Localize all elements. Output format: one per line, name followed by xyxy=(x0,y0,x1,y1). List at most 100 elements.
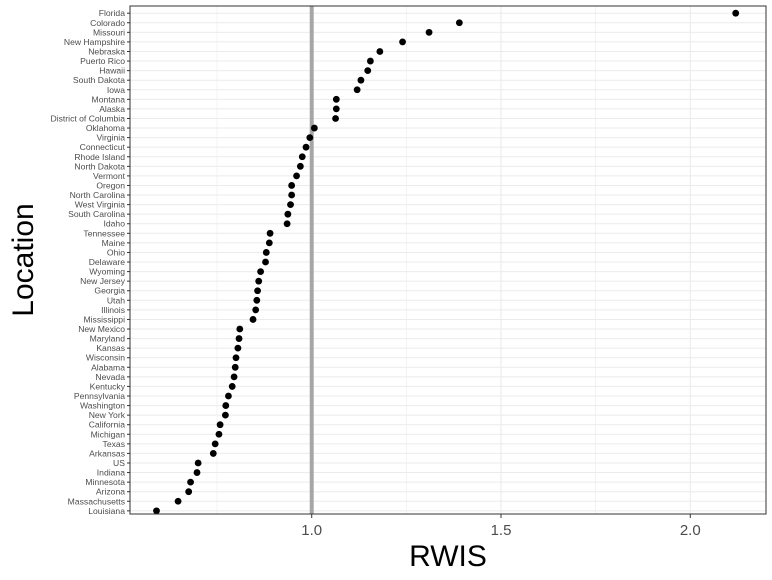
data-point xyxy=(265,239,273,247)
y-tick-label: Wisconsin xyxy=(86,353,125,363)
y-tick-label: Indiana xyxy=(97,468,125,478)
y-tick-label: Ohio xyxy=(107,247,125,257)
data-point xyxy=(293,172,300,180)
data-point xyxy=(255,277,263,285)
panel-border xyxy=(129,5,767,515)
x-tick-label: 1.0 xyxy=(301,522,322,539)
data-point xyxy=(194,459,202,467)
y-tick-label: Louisiana xyxy=(88,506,125,516)
data-point xyxy=(332,115,339,122)
data-point xyxy=(366,57,374,65)
data-point xyxy=(187,478,194,486)
y-tick-label: Delaware xyxy=(89,257,126,267)
x-tick-labels: 1.0 1.5 2.0 xyxy=(301,514,701,539)
y-tick-label: Tennessee xyxy=(83,228,125,238)
data-point xyxy=(266,229,274,237)
y-tick-label: Maryland xyxy=(90,334,126,344)
y-tick-label: Virginia xyxy=(96,133,125,143)
y-tick-label: Nevada xyxy=(95,372,125,382)
y-tick-label: Kentucky xyxy=(90,381,126,391)
data-point xyxy=(253,296,261,304)
data-point xyxy=(252,306,260,314)
data-point xyxy=(254,287,261,295)
data-point xyxy=(257,268,265,275)
y-tick-label: Georgia xyxy=(94,286,125,296)
data-point xyxy=(153,507,160,515)
y-tick-label: New Mexico xyxy=(78,324,125,334)
y-tick-label: Arizona xyxy=(96,487,125,497)
data-point xyxy=(284,210,292,218)
data-point xyxy=(222,402,230,409)
y-tick-label: Pennsylvania xyxy=(74,391,125,401)
y-axis-title: Location xyxy=(7,203,40,316)
data-point xyxy=(302,143,310,151)
y-tick-label: California xyxy=(89,420,126,430)
y-tick-label: Colorado xyxy=(90,18,125,28)
y-tick-label: Rhode Island xyxy=(74,152,125,162)
data-point xyxy=(216,421,224,429)
data-point xyxy=(231,363,239,371)
y-tick-label: Illinois xyxy=(101,305,125,315)
y-tick-label: Iowa xyxy=(107,85,125,95)
y-tick-label: Texas xyxy=(103,439,125,449)
x-axis-title: RWIS xyxy=(409,540,487,573)
data-point xyxy=(425,28,433,36)
data-point xyxy=(249,316,257,323)
data-point xyxy=(283,220,291,228)
data-point xyxy=(211,440,219,448)
grid-lines xyxy=(130,6,766,514)
y-tick-label: Minnesota xyxy=(85,477,125,487)
data-point xyxy=(222,411,229,419)
y-tick-label: Connecticut xyxy=(80,142,126,152)
data-point xyxy=(298,153,306,161)
y-tick-label: District of Columbia xyxy=(51,113,126,123)
y-tick-label: Missouri xyxy=(93,27,125,37)
y-tick-label: Arkansas xyxy=(89,448,125,458)
data-point xyxy=(732,9,740,17)
data-point xyxy=(332,105,340,113)
y-tick-label: Maine xyxy=(102,238,126,248)
y-tick-label: Kansas xyxy=(96,343,125,353)
y-tick-label: Oregon xyxy=(96,180,125,190)
data-point xyxy=(225,392,232,400)
data-point xyxy=(288,191,296,199)
data-point xyxy=(235,335,243,342)
data-point xyxy=(209,450,217,457)
y-tick-label: Vermont xyxy=(93,171,126,181)
y-tick-label: US xyxy=(113,458,125,468)
y-tick-label: Nebraska xyxy=(88,46,125,56)
x-tick-label: 2.0 xyxy=(680,522,701,539)
data-point xyxy=(287,201,294,209)
data-point xyxy=(262,249,270,256)
y-tick-label: Washington xyxy=(80,401,125,411)
y-tick-label: Alabama xyxy=(91,362,125,372)
y-tick-label: South Dakota xyxy=(73,75,125,85)
data-point xyxy=(193,469,201,476)
y-tick-label: New Jersey xyxy=(80,276,126,286)
y-tick-label: Mississippi xyxy=(83,314,125,324)
data-points xyxy=(153,9,740,515)
y-tick-label: Massachusetts xyxy=(68,496,125,506)
y-tick-label: Puerto Rico xyxy=(80,56,125,66)
data-point xyxy=(236,325,244,333)
data-point xyxy=(228,383,236,390)
y-tick-label: Utah xyxy=(107,295,125,305)
y-tick-label: Idaho xyxy=(103,219,125,229)
data-point xyxy=(332,95,340,103)
y-tick-label: South Carolina xyxy=(68,209,125,219)
y-tick-label: Florida xyxy=(99,8,125,18)
data-point xyxy=(357,76,365,84)
data-point xyxy=(399,38,406,46)
data-point xyxy=(364,67,372,75)
y-tick-label: New Hampshire xyxy=(64,37,125,47)
data-point xyxy=(234,344,242,352)
y-tick-label: West Virginia xyxy=(75,200,126,210)
data-point xyxy=(230,373,238,381)
y-tick-label: North Dakota xyxy=(74,161,125,171)
data-point xyxy=(174,497,182,505)
data-point xyxy=(353,86,361,94)
data-point xyxy=(185,488,193,496)
y-tick-label: New York xyxy=(89,410,126,420)
data-point xyxy=(296,162,304,170)
x-tick-label: 1.5 xyxy=(491,522,512,539)
